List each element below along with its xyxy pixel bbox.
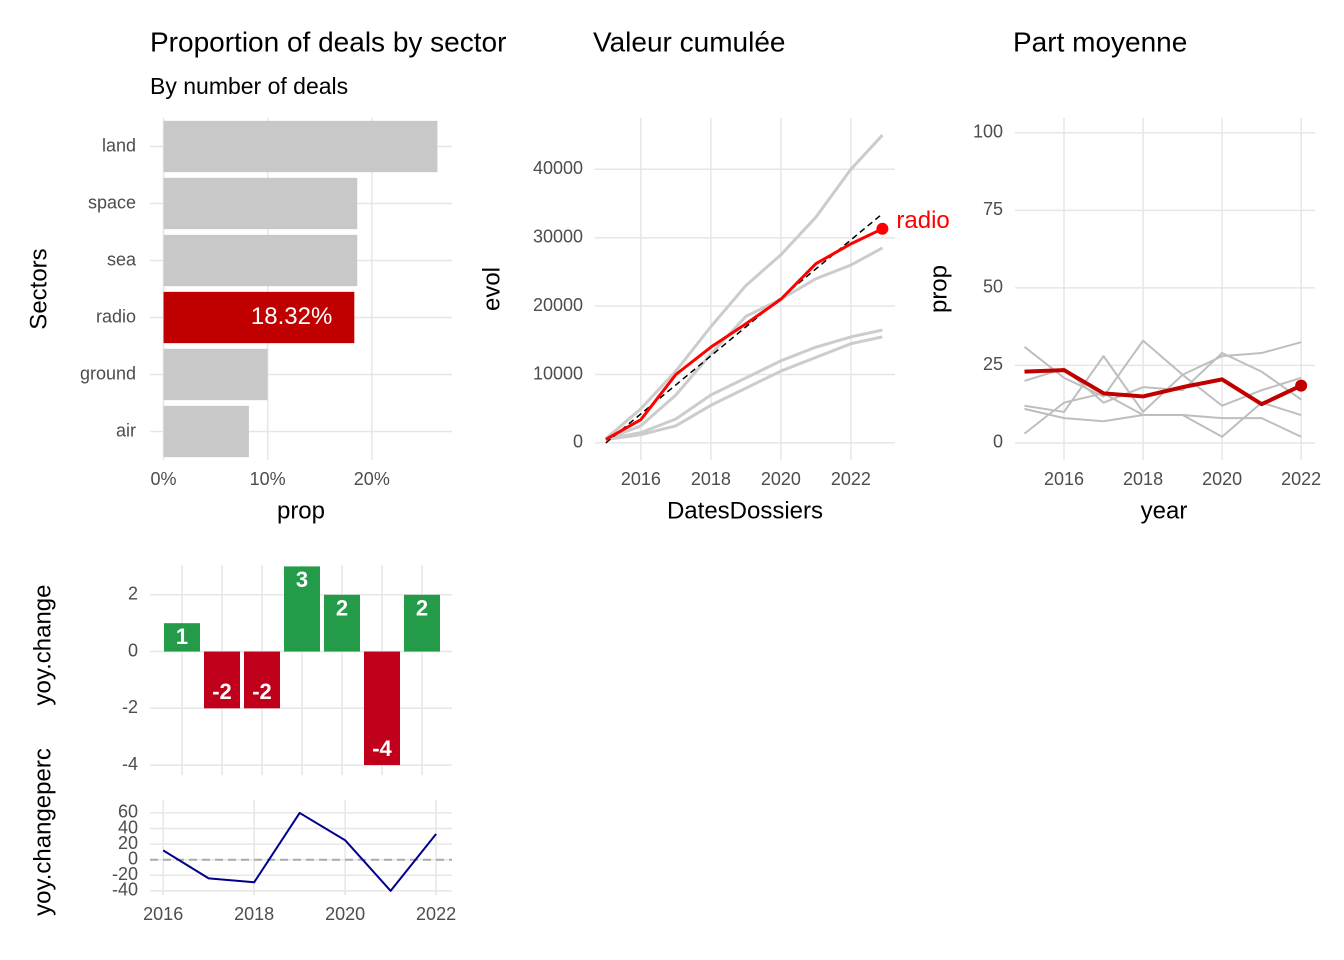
x-tick-label: 2016 [1044, 469, 1084, 489]
x-tick-label: 2020 [761, 469, 801, 489]
bar [244, 651, 280, 709]
y-tick-label: space [88, 192, 136, 212]
x-tick-label: 2022 [831, 469, 871, 489]
x-tick-label: 0% [151, 469, 177, 489]
y-axis-label: evol [478, 267, 505, 311]
bar [163, 234, 358, 287]
y-tick-label: 2 [128, 584, 138, 604]
bar [364, 651, 400, 766]
x-tick-label: 2018 [234, 904, 274, 924]
x-tick-label: 2022 [416, 904, 456, 924]
y-tick-label: air [116, 420, 136, 440]
y-tick-label: 40000 [533, 158, 583, 178]
x-tick-label: 2022 [1281, 469, 1321, 489]
y-tick-label: -20 [112, 864, 138, 884]
x-tick-label: 2018 [691, 469, 731, 489]
value-label: 2 [416, 596, 428, 621]
value-label: 3 [296, 567, 308, 592]
x-tick-label: 2018 [1123, 469, 1163, 489]
y-axis-label: Sectors [25, 248, 52, 329]
series-line [1023, 392, 1302, 438]
bar [284, 566, 320, 652]
y-tick-label: sea [107, 249, 137, 269]
x-axis-label: DatesDossiers [667, 497, 823, 524]
y-tick-label: 0 [993, 432, 1003, 452]
value-label: 2 [336, 596, 348, 621]
end-point [876, 222, 889, 235]
bar [163, 348, 268, 401]
y-tick-label: 60 [118, 802, 138, 822]
value-label: 18.32% [251, 303, 332, 330]
series-line [1023, 339, 1302, 398]
bar [163, 120, 438, 173]
value-label: 1 [176, 624, 188, 649]
bar [163, 291, 355, 344]
x-tick-label: 2020 [1202, 469, 1242, 489]
y-tick-label: 20 [118, 833, 138, 853]
x-tick-label: 2016 [143, 904, 183, 924]
bar [404, 594, 440, 652]
series-line [605, 227, 884, 441]
panel-title: Part moyenne [1013, 26, 1187, 57]
x-tick-label: 10% [250, 469, 286, 489]
value-label: -2 [212, 679, 232, 704]
y-axis-label: yoy.changeperc [29, 748, 56, 916]
y-axis-label: yoy.change [29, 585, 56, 706]
y-tick-label: 50 [983, 277, 1003, 297]
y-tick-label: 0 [128, 848, 138, 868]
y-tick-label: 75 [983, 199, 1003, 219]
y-tick-label: -40 [112, 880, 138, 900]
x-tick-label: 20% [354, 469, 390, 489]
y-tick-label: 10000 [533, 363, 583, 383]
panel-title: Proportion of deals by sector [150, 26, 506, 57]
y-tick-label: 100 [973, 122, 1003, 142]
end-point [1295, 379, 1308, 392]
series-line [604, 134, 884, 440]
y-tick-label: -2 [122, 697, 138, 717]
x-axis-label: prop [277, 497, 325, 524]
y-tick-label: 40 [118, 817, 138, 837]
series-line [605, 328, 883, 441]
x-tick-label: 2016 [621, 469, 661, 489]
y-tick-label: 20000 [533, 295, 583, 315]
y-axis-label: prop [925, 265, 952, 313]
series-line [1024, 368, 1303, 407]
y-tick-label: 0 [573, 432, 583, 452]
y-tick-label: radio [96, 306, 136, 326]
y-tick-label: 25 [983, 354, 1003, 374]
bar [164, 623, 200, 652]
y-tick-label: 30000 [533, 226, 583, 246]
value-label: -2 [252, 679, 272, 704]
bar [163, 405, 249, 458]
x-tick-label: 2020 [325, 904, 365, 924]
panel-title: Valeur cumulée [593, 26, 785, 57]
y-tick-label: ground [80, 363, 136, 383]
y-tick-label: -4 [122, 754, 138, 774]
bar [204, 651, 240, 709]
y-tick-label: 0 [128, 640, 138, 660]
series-label: radio [896, 207, 949, 234]
bar [324, 594, 360, 652]
series-line [605, 335, 883, 441]
y-tick-label: land [102, 135, 136, 155]
value-label: -4 [372, 736, 392, 761]
panel-subtitle: By number of deals [150, 73, 348, 99]
series-line [162, 811, 437, 892]
series-line [605, 246, 884, 441]
bar [163, 177, 358, 230]
x-axis-label: year [1141, 497, 1188, 524]
